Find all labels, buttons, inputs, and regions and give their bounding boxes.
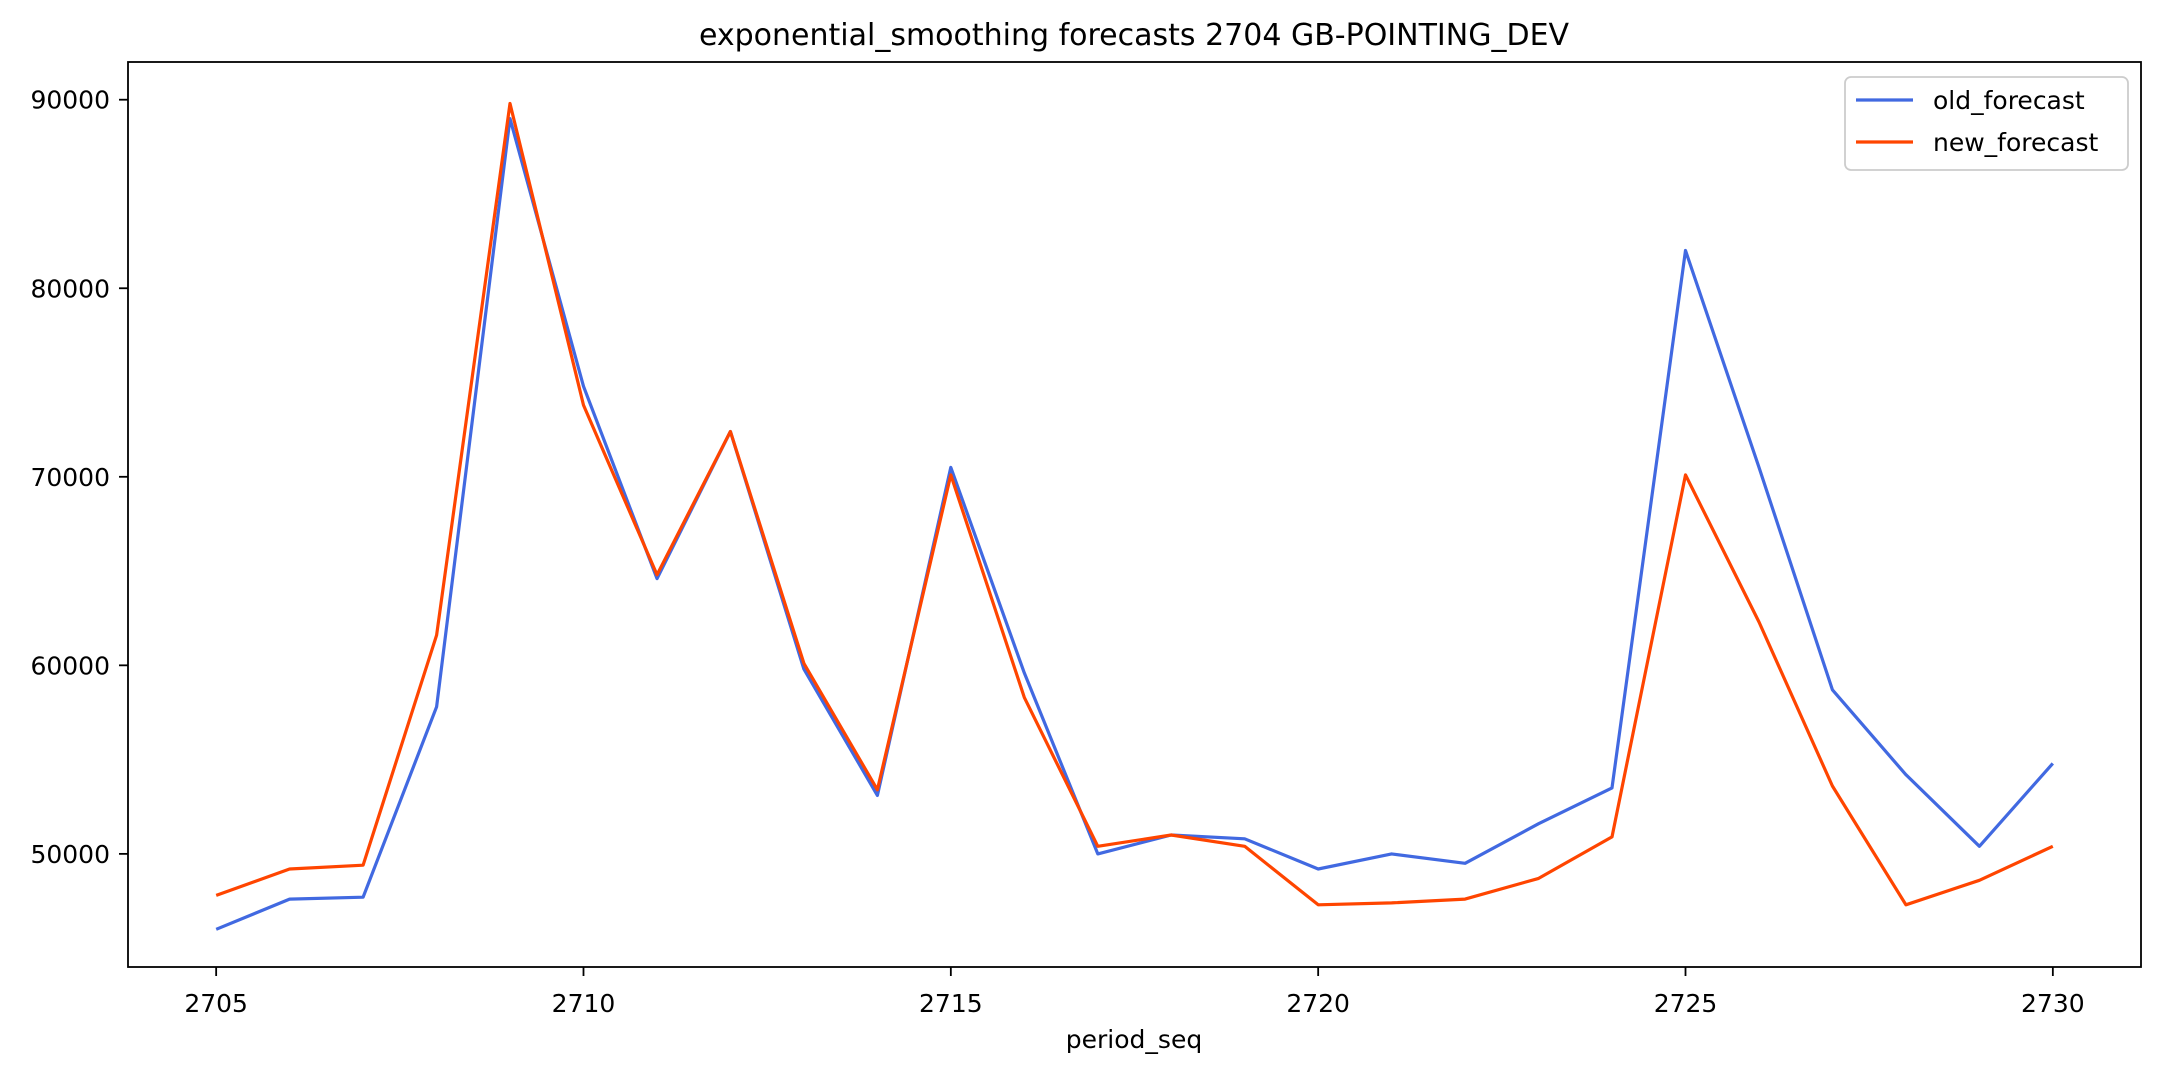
series-line-new_forecast — [215, 101, 2054, 907]
x-tick-label: 2730 — [2021, 989, 2085, 1018]
x-tick-label: 2715 — [919, 989, 983, 1018]
x-tick-label: 2725 — [1654, 989, 1718, 1018]
legend-label: new_forecast — [1933, 128, 2098, 157]
chart-title: exponential_smoothing forecasts 2704 GB-… — [699, 18, 1570, 53]
series-lines — [215, 101, 2054, 931]
x-axis-label: period_seq — [1066, 1025, 1202, 1054]
y-axis: 50000 60000 70000 80000 90000 — [30, 86, 128, 869]
x-tick-label: 2720 — [1286, 989, 1350, 1018]
x-tick-label: 2705 — [184, 989, 248, 1018]
legend: old_forecast new_forecast — [1844, 76, 2129, 171]
y-tick-label: 50000 — [30, 840, 110, 869]
y-tick-label: 90000 — [30, 86, 110, 115]
y-tick-label: 70000 — [30, 463, 110, 492]
x-axis: 2705 2710 2715 2720 2725 2730 — [184, 967, 2085, 1018]
plot-area — [127, 61, 2142, 968]
legend-label: old_forecast — [1933, 86, 2085, 115]
y-tick-label: 80000 — [30, 274, 110, 303]
series-line-old_forecast — [215, 116, 2054, 931]
y-tick-label: 60000 — [30, 651, 110, 680]
legend-box — [1844, 76, 2129, 171]
x-tick-label: 2710 — [552, 989, 616, 1018]
